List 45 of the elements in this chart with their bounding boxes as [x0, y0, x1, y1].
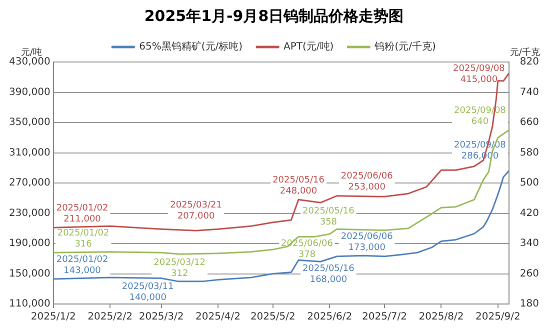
x-tick-label: 2025/3/2	[138, 312, 184, 323]
y2-tick-label: 420	[520, 208, 540, 219]
y-tick-label: 390,000	[8, 86, 50, 98]
x-tick-label: 2025/2/2	[88, 312, 133, 323]
x-tick-label: 2025/5/2	[250, 312, 296, 323]
x-tick-label: 2025/8/2	[418, 312, 464, 323]
x-tick-label: 2025/9/2	[475, 312, 520, 323]
data-label: 2025/06/06 253,000	[340, 172, 394, 193]
y2-tick-label: 580	[520, 147, 540, 158]
data-label: 2025/05/16 248,000	[272, 175, 325, 196]
y-axis-title: 元/吨	[20, 46, 42, 58]
y2-tick-label: 260	[520, 268, 540, 280]
chart-title: 2025年1月-9月8日钨制品价格走势图	[144, 6, 404, 25]
x-tick-label: 2025/6/2	[307, 312, 352, 323]
y-tick-label: 310,000	[8, 147, 50, 158]
y2-tick-label: 660	[520, 117, 540, 128]
data-label: 2025/05/16 358	[302, 206, 355, 228]
y-tick-label: 190,000	[8, 238, 50, 250]
y-tick-label: 150,000	[8, 268, 50, 280]
y2-tick-label: 740	[520, 86, 540, 98]
legend-label: 钨粉(元/千克)	[374, 40, 436, 53]
data-label: 2025/09/08 415,000	[453, 64, 506, 85]
y-tick-label: 430,000	[8, 56, 50, 68]
y2-tick-label: 180	[520, 298, 540, 310]
data-label: 2025/05/16 168,000	[302, 264, 355, 285]
y-tick-label: 110,000	[8, 298, 50, 310]
y2-tick-label: 340	[520, 238, 540, 250]
data-label: 2025/01/02 143,000	[56, 254, 108, 276]
y2-tick-label: 820	[520, 56, 540, 68]
legend-label: APT(元/吨)	[284, 40, 334, 53]
y-tick-label: 270,000	[8, 178, 50, 189]
data-label: 2025/01/02 316	[57, 228, 110, 250]
x-tick-label: 2025/1/2	[30, 312, 76, 323]
y2-axis-title: 元/千克	[510, 46, 540, 58]
x-tick-label: 2025/4/2	[196, 312, 240, 323]
data-label: 2025/01/02 211,000	[56, 203, 108, 224]
legend-label: 65%黑钨精矿(元/标吨)	[139, 40, 243, 53]
data-label: 2025/03/12 312	[154, 258, 206, 279]
y-tick-label: 350,000	[8, 117, 50, 128]
x-tick-label: 2025/7/2	[362, 312, 407, 323]
data-label: 2025/03/11 140,000	[122, 282, 174, 303]
data-label: 2025/03/21 207,000	[170, 200, 222, 222]
y2-tick-label: 500	[520, 178, 540, 189]
data-label: 2025/06/06 173,000	[340, 232, 394, 254]
y-tick-label: 230,000	[8, 208, 50, 219]
